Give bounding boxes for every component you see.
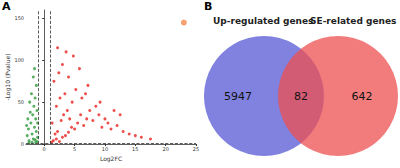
svg-text:B: B: [204, 0, 212, 13]
svg-text:0: 0: [43, 146, 46, 152]
svg-text:SE-related genes: SE-related genes: [310, 16, 396, 26]
svg-text:5947: 5947: [224, 90, 252, 103]
svg-text:642: 642: [352, 90, 373, 103]
svg-text:82: 82: [294, 90, 308, 103]
svg-text:Up-regulated genes: Up-regulated genes: [213, 16, 313, 26]
svg-text:100: 100: [14, 57, 24, 63]
svg-text:25: 25: [193, 146, 199, 152]
svg-text:20: 20: [162, 146, 168, 152]
svg-text:-Log10 (Pvalue): -Log10 (Pvalue): [4, 53, 12, 100]
svg-text:50: 50: [18, 99, 24, 105]
svg-text:0: 0: [21, 141, 24, 147]
svg-text:A: A: [2, 0, 11, 13]
svg-text:5: 5: [73, 146, 76, 152]
svg-text:10: 10: [102, 146, 108, 152]
svg-text:15: 15: [132, 146, 138, 152]
svg-text:150: 150: [14, 15, 24, 21]
svg-text:Log2FC: Log2FC: [100, 155, 122, 163]
